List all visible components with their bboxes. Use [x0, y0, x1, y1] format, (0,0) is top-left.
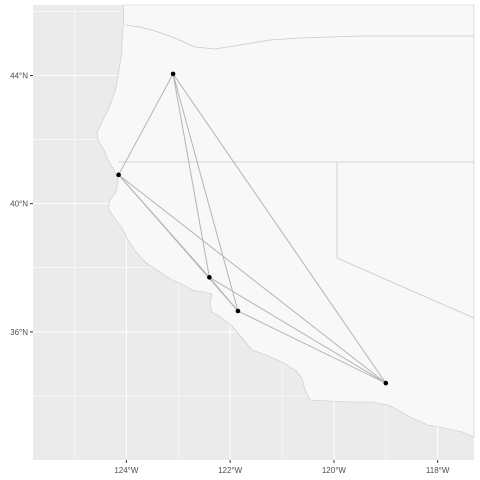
state-border-line — [336, 257, 475, 319]
x-tick-label: 124°W — [114, 466, 139, 475]
city-point — [235, 308, 241, 314]
x-tick-label: 118°W — [426, 466, 450, 475]
network-edge — [172, 73, 210, 278]
city-point — [207, 275, 212, 280]
network-edge — [172, 73, 387, 384]
state-borders — [118, 24, 475, 319]
y-tick-label: 40°N — [10, 200, 28, 209]
network-edges — [118, 73, 387, 384]
y-axis: 44°N 40°N 36°N — [10, 71, 33, 337]
x-axis: 124°W 122°W 120°W 118°W — [114, 460, 450, 475]
city-points — [116, 71, 389, 386]
city-point — [116, 172, 121, 178]
land-mass — [96, 4, 475, 438]
state-border-line — [125, 24, 474, 50]
network-edge — [209, 277, 239, 312]
city-point — [383, 380, 389, 386]
y-tick-label: 36°N — [10, 328, 28, 337]
network-edge — [118, 174, 387, 384]
network-edge — [172, 73, 239, 312]
y-tick-label: 44°N — [10, 71, 28, 80]
land-layer — [96, 4, 475, 438]
x-tick-label: 122°W — [218, 466, 243, 475]
x-tick-label: 120°W — [322, 466, 347, 475]
network-edge — [209, 276, 387, 384]
network-edge — [237, 310, 387, 384]
network-edge — [118, 73, 174, 176]
city-point — [170, 71, 176, 77]
